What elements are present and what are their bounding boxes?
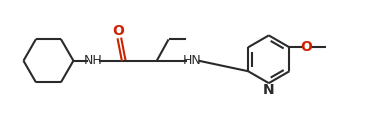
Text: N: N: [263, 84, 275, 97]
Text: HN: HN: [183, 54, 202, 67]
Text: O: O: [112, 24, 124, 38]
Text: NH: NH: [84, 54, 103, 67]
Text: O: O: [300, 40, 312, 54]
